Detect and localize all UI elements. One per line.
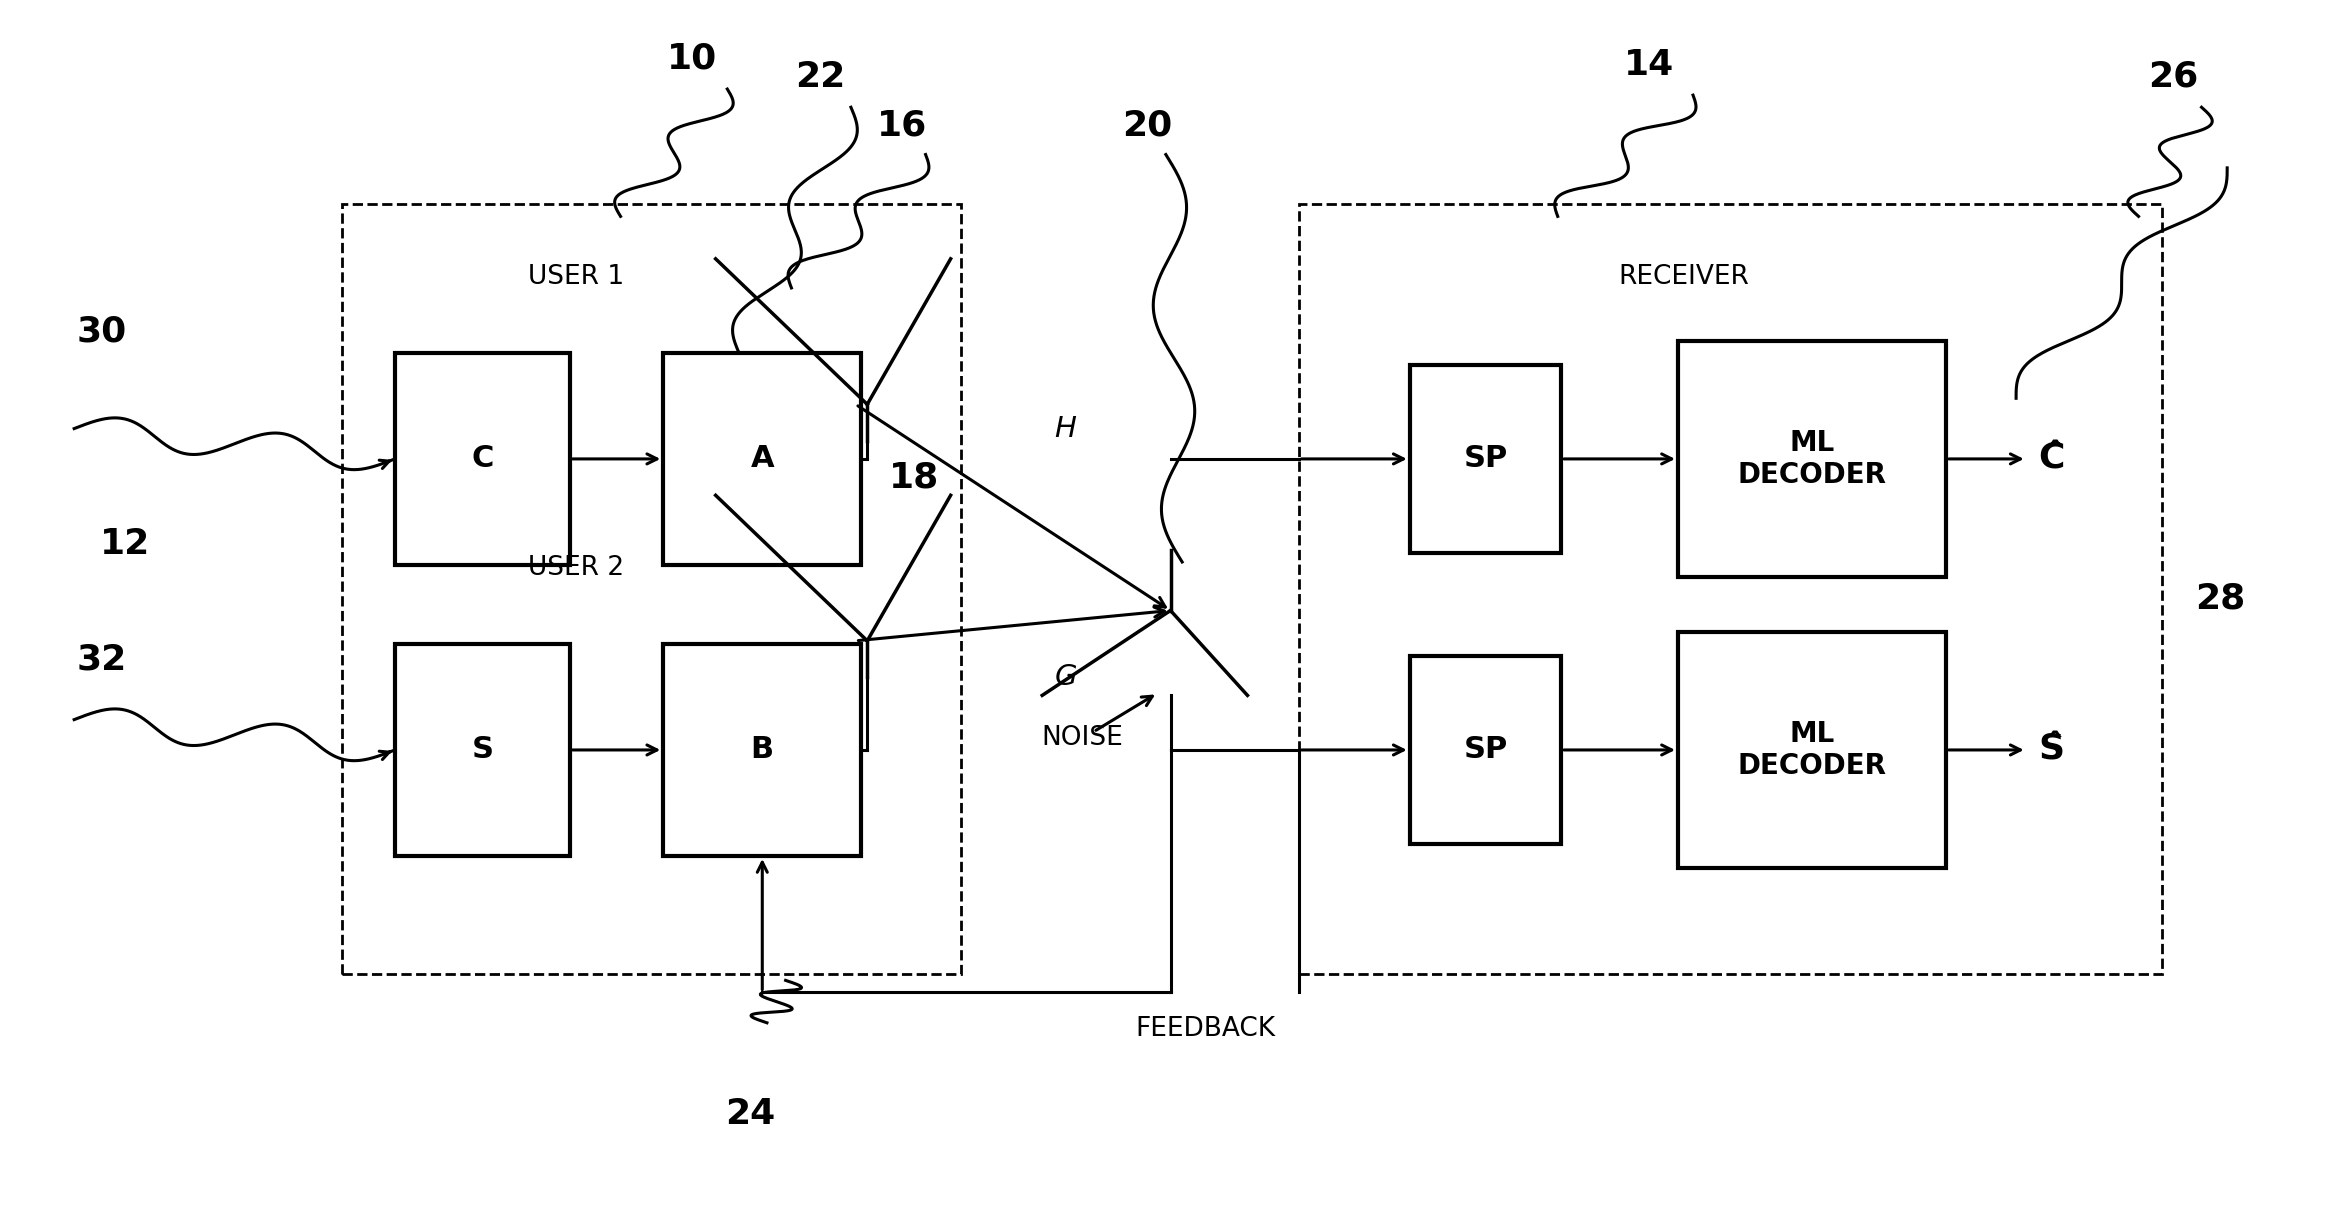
Bar	[1409, 656, 1561, 844]
Text: FEEDBACK: FEEDBACK	[1135, 1016, 1276, 1042]
Bar	[1678, 341, 1945, 578]
Text: ML
DECODER: ML DECODER	[1737, 429, 1887, 490]
Bar	[1678, 631, 1945, 868]
Bar	[663, 643, 861, 856]
Text: 18: 18	[890, 460, 939, 495]
Bar	[1409, 365, 1561, 553]
Bar	[342, 204, 960, 974]
Text: USER 1: USER 1	[527, 264, 623, 291]
Text: 14: 14	[1625, 48, 1674, 82]
Bar	[396, 643, 569, 856]
Text: 28: 28	[2196, 581, 2245, 615]
Text: RECEIVER: RECEIVER	[1618, 264, 1749, 291]
Text: H: H	[1053, 415, 1077, 442]
Text: Ĉ: Ĉ	[2039, 442, 2065, 476]
Bar	[396, 353, 569, 565]
Text: SP: SP	[1463, 735, 1508, 764]
Text: 10: 10	[667, 42, 716, 76]
Text: NOISE: NOISE	[1042, 725, 1124, 751]
Text: B: B	[751, 735, 775, 764]
Text: 12: 12	[101, 526, 150, 560]
Text: S: S	[471, 735, 494, 764]
Text: 30: 30	[77, 315, 126, 348]
Text: Ŝ: Ŝ	[2039, 733, 2065, 767]
Text: 32: 32	[77, 642, 126, 676]
Text: SP: SP	[1463, 444, 1508, 474]
Text: 26: 26	[2149, 60, 2198, 94]
Text: 16: 16	[878, 109, 927, 143]
Text: G: G	[1053, 663, 1077, 691]
Bar	[1299, 204, 2161, 974]
Bar	[663, 353, 861, 565]
Text: A: A	[751, 444, 775, 474]
Text: 24: 24	[726, 1096, 775, 1131]
Text: 20: 20	[1121, 109, 1173, 143]
Text: 22: 22	[796, 60, 845, 94]
Text: ML
DECODER: ML DECODER	[1737, 719, 1887, 780]
Text: C: C	[471, 444, 494, 474]
Text: USER 2: USER 2	[527, 556, 623, 581]
